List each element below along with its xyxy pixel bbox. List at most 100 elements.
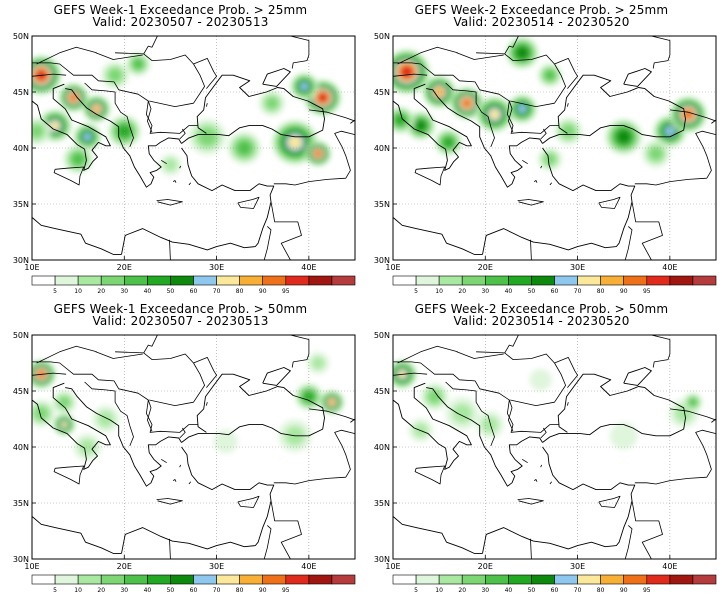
island-outline xyxy=(598,495,621,508)
colorbar-swatch xyxy=(77,574,102,585)
x-tick-label: 40E xyxy=(301,562,316,571)
probability-cell xyxy=(434,129,463,156)
colorbar-swatch xyxy=(600,275,625,286)
probability-cell xyxy=(63,144,93,174)
colorbar-swatch xyxy=(646,574,671,585)
colorbar-swatch xyxy=(31,574,56,585)
island-outline xyxy=(414,166,446,186)
island-outline xyxy=(380,114,389,132)
map-field xyxy=(380,335,716,559)
country-border xyxy=(36,46,97,65)
probability-contour xyxy=(303,391,314,402)
x-tick-label: 30E xyxy=(209,263,224,272)
coastline xyxy=(393,217,483,255)
y-tick-label: 50N xyxy=(374,32,390,41)
colorbar-swatch xyxy=(623,275,648,286)
island-outline xyxy=(521,159,528,165)
country-border xyxy=(397,46,458,65)
probability-contour xyxy=(92,104,101,113)
country-border xyxy=(308,408,355,421)
colorbar-swatch xyxy=(669,275,694,286)
coastline xyxy=(65,88,182,188)
colorbar-swatch xyxy=(531,275,555,286)
island-outline xyxy=(172,479,177,482)
probability-contour xyxy=(434,87,444,97)
colorbar-swatch xyxy=(239,275,264,286)
probability-cell xyxy=(537,147,562,171)
probability-contour xyxy=(79,438,96,456)
country-border xyxy=(193,357,217,388)
country-border xyxy=(530,538,532,559)
x-tick-label: 10E xyxy=(24,562,39,571)
probability-cell xyxy=(305,141,331,167)
probability-contour xyxy=(516,47,528,59)
panel-week1-25mm: GEFS Week-1 Exceedance Prob. > 25mm Vali… xyxy=(0,0,361,299)
probability-contour xyxy=(69,93,78,102)
probability-contour xyxy=(400,65,414,78)
colorbar-swatch xyxy=(147,275,171,286)
probability-contour xyxy=(314,150,322,158)
y-tick-label: 30N xyxy=(13,256,29,265)
country-border xyxy=(631,500,663,559)
y-tick-label: 50N xyxy=(13,32,29,41)
coastline xyxy=(542,373,686,443)
colorbar: 5 10 20 30 40 50 60 70 80 90 95 xyxy=(392,574,717,594)
probability-contour xyxy=(649,147,663,160)
coastline xyxy=(393,382,472,470)
colorbar-swatch xyxy=(554,574,578,585)
y-tick-label: 35N xyxy=(374,499,390,508)
map-background xyxy=(393,335,716,559)
island-outline xyxy=(172,180,177,183)
colorbar-label: 20 xyxy=(97,288,105,295)
colorbar-label: 90 xyxy=(259,288,267,295)
island-outline xyxy=(380,413,389,431)
coastline xyxy=(393,83,472,171)
island-outline xyxy=(53,166,85,186)
colorbar-label: 10 xyxy=(435,587,443,594)
panel-week2-25mm: GEFS Week-2 Exceedance Prob. > 25mm Vali… xyxy=(361,0,722,299)
country-border xyxy=(270,201,302,260)
colorbar-swatch xyxy=(239,574,264,585)
colorbar-swatch xyxy=(285,275,310,286)
probability-cell xyxy=(422,75,456,109)
island-outline xyxy=(517,199,544,206)
colorbar-swatch xyxy=(308,275,333,286)
country-border xyxy=(393,372,428,376)
island-outline xyxy=(533,180,538,183)
x-tick-label: 10E xyxy=(24,263,39,272)
country-border xyxy=(650,36,671,69)
probability-cell xyxy=(605,118,643,155)
colorbar-label: 5 xyxy=(414,587,418,594)
colorbar-label: 20 xyxy=(97,587,105,594)
colorbar-swatch xyxy=(100,574,125,585)
country-border xyxy=(308,109,355,122)
country-border xyxy=(270,500,302,559)
probability-cell xyxy=(101,61,129,89)
coastline xyxy=(426,387,543,487)
probability-contour xyxy=(118,125,131,137)
coastline xyxy=(32,83,111,171)
probability-contour xyxy=(489,109,501,120)
island-outline xyxy=(521,458,528,464)
probability-contour xyxy=(108,68,122,82)
colorbar-swatch xyxy=(308,574,333,585)
gridlines xyxy=(393,36,716,260)
colorbar-swatch xyxy=(285,574,310,585)
country-border xyxy=(289,335,310,368)
y-tick-label: 40N xyxy=(13,144,29,153)
probability-cell xyxy=(683,393,703,412)
colorbar-label: 70 xyxy=(213,288,221,295)
country-border xyxy=(263,525,272,559)
x-tick-label: 20E xyxy=(478,263,493,272)
probability-contour xyxy=(163,158,178,172)
country-border xyxy=(504,335,519,354)
coastline xyxy=(32,516,122,554)
probability-cell xyxy=(476,411,504,438)
coastline xyxy=(181,373,325,443)
probability-contour xyxy=(529,369,552,391)
colorbar-label: 50 xyxy=(167,587,175,594)
country-border xyxy=(32,73,67,77)
island-outline xyxy=(53,465,85,485)
colorbar-label: 30 xyxy=(481,288,489,295)
probability-contour xyxy=(481,416,499,433)
